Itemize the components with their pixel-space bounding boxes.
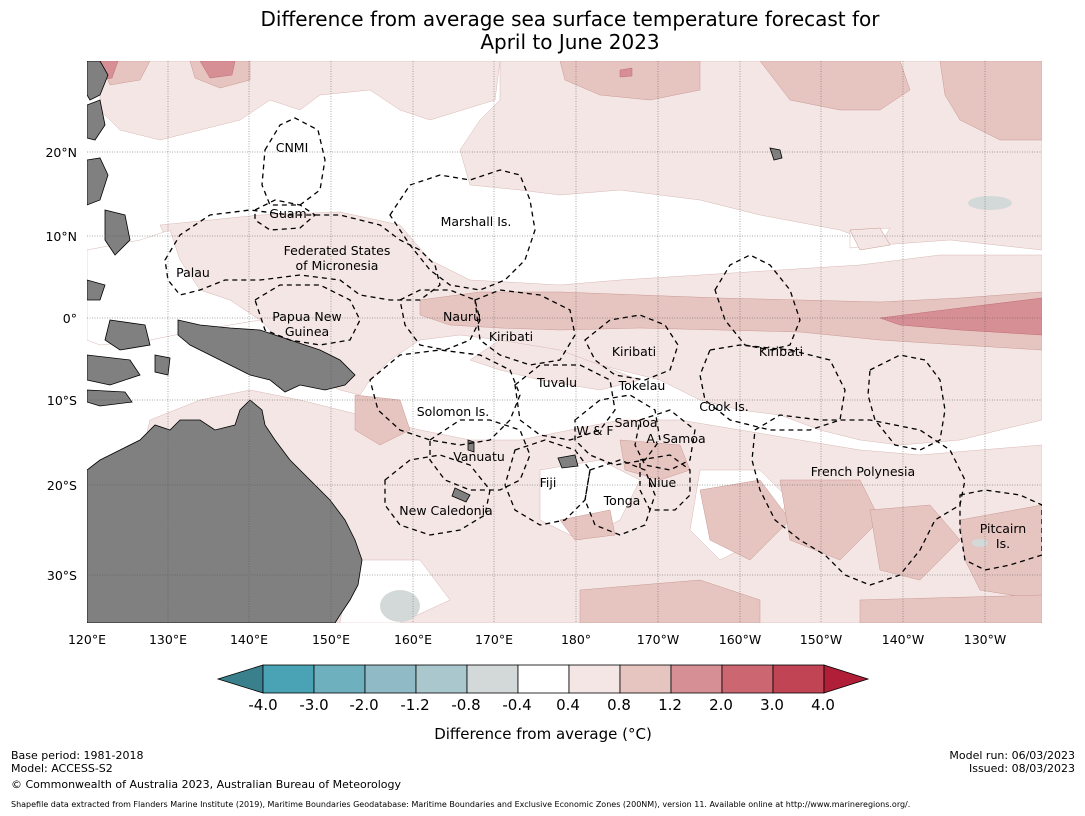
land-masses (87, 61, 783, 623)
lat-tick-label: 10°S (47, 393, 77, 408)
region-label: Niue (648, 475, 677, 490)
region-label: Papua New (272, 309, 341, 324)
footer-right: Model run: 06/03/2023 Issued: 08/03/2023 (949, 749, 1075, 775)
colorbar-cell (517, 664, 570, 694)
region-label: Vanuatu (453, 449, 505, 464)
anomaly-0.8-1.2 (99, 61, 1042, 623)
colorbar-extend-low (216, 664, 264, 694)
region-label: Solomon Is. (417, 404, 490, 419)
region-label: Kiribati (612, 344, 656, 359)
lat-tick-label: 10°N (45, 229, 77, 244)
lon-tick-label: 170°W (637, 632, 679, 647)
lat-tick-label: 30°S (47, 568, 77, 583)
region-label: Tonga (603, 493, 641, 508)
lat-axis-labels: 20°N 10°N 0° 10°S 20°S 30°S (45, 145, 77, 583)
colorbar-tick: -0.4 (502, 696, 531, 714)
colorbar-cell (670, 664, 723, 694)
colorbar-tick: 1.2 (658, 696, 682, 714)
lon-tick-label: 150°W (800, 632, 842, 647)
lon-tick-label: 130°E (149, 632, 187, 647)
base-period: Base period: 1981-2018 (11, 749, 144, 762)
lon-tick-label: 180° (561, 632, 591, 647)
issued-date: Issued: 08/03/2023 (968, 762, 1075, 775)
colorbar-cell (466, 664, 519, 694)
lon-tick-label: 160°W (719, 632, 761, 647)
region-label: Guam (269, 206, 306, 221)
map-plot-area: CNMI Guam Marshall Is. Federated States … (87, 61, 1042, 623)
colorbar-cell (415, 664, 468, 694)
lon-tick-label: 150°E (312, 632, 350, 647)
colorbar-cell (568, 664, 621, 694)
region-label: Federated States (284, 243, 391, 258)
region-label: Pitcairn (980, 521, 1026, 536)
footer-left: Base period: 1981-2018 Model: ACCESS-S2 … (11, 749, 401, 791)
colorbar: -4.0 -3.0 -2.0 -1.2 -0.8 -0.4 0.4 0.8 1.… (216, 664, 870, 743)
eez-boundaries (164, 117, 1042, 586)
region-label: Is. (996, 536, 1010, 551)
colorbar-cells (262, 664, 825, 694)
colorbar-tick: 0.8 (607, 696, 631, 714)
lat-tick-label: 0° (63, 311, 77, 326)
region-label: Samoa (614, 415, 657, 430)
region-label: Cook Is. (699, 399, 748, 414)
region-label: Palau (176, 265, 210, 280)
lat-tick-label: 20°N (45, 145, 77, 160)
colorbar-tick: 0.4 (556, 696, 580, 714)
colorbar-tick: -4.0 (248, 696, 277, 714)
colorbar-label: Difference from average (°C) (434, 725, 652, 743)
colorbar-tick: 3.0 (760, 696, 784, 714)
lon-tick-label: 140°E (230, 632, 268, 647)
model-name: Model: ACCESS-S2 (11, 762, 113, 775)
shapefile-credit: Shapefile data extracted from Flanders M… (11, 800, 911, 809)
colorbar-cell (313, 664, 366, 694)
region-label: W & F (576, 423, 613, 438)
colorbar-tick: -3.0 (299, 696, 328, 714)
lon-tick-label: 130°W (964, 632, 1006, 647)
region-label: New Caledonia (399, 503, 492, 518)
title-line-2: April to June 2023 (480, 30, 660, 54)
region-label: Tokelau (618, 378, 666, 393)
region-label: CNMI (276, 140, 309, 155)
lon-tick-label: 160°E (394, 632, 432, 647)
region-label: Guinea (285, 324, 329, 339)
region-label: Tuvalu (536, 375, 577, 390)
colorbar-tick: 4.0 (811, 696, 835, 714)
region-label: French Polynesia (811, 464, 915, 479)
colorbar-tick: 2.0 (709, 696, 733, 714)
region-label: Kiribati (759, 344, 803, 359)
lon-axis-labels: 120°E 130°E 140°E 150°E 160°E 170°E 180°… (68, 632, 1006, 647)
region-labels: CNMI Guam Marshall Is. Federated States … (176, 140, 1026, 551)
title-line-1: Difference from average sea surface temp… (260, 7, 880, 31)
colorbar-extend-high (823, 664, 870, 694)
colorbar-tick: -2.0 (349, 696, 378, 714)
map-title: Difference from average sea surface temp… (0, 8, 1085, 54)
colorbar-tick: -0.8 (451, 696, 480, 714)
region-label: Kiribati (489, 329, 533, 344)
colorbar-cell (619, 664, 672, 694)
lon-tick-label: 140°W (882, 632, 924, 647)
region-label: A. Samoa (646, 431, 705, 446)
lat-tick-label: 20°S (47, 478, 77, 493)
colorbar-tick-labels: -4.0 -3.0 -2.0 -1.2 -0.8 -0.4 0.4 0.8 1.… (248, 696, 835, 714)
region-label: Marshall Is. (441, 214, 512, 229)
colorbar-cell (364, 664, 417, 694)
region-label: Nauru (443, 309, 481, 324)
model-run: Model run: 06/03/2023 (949, 749, 1075, 762)
anomaly-1.2-2.0 (99, 61, 1042, 336)
colorbar-tick: -1.2 (400, 696, 429, 714)
region-label: Fiji (540, 475, 557, 490)
graticule (87, 61, 1042, 623)
colorbar-cell (262, 664, 315, 694)
lon-tick-label: 170°E (475, 632, 513, 647)
colorbar-cell (721, 664, 774, 694)
anomaly-neg-0.4 (380, 196, 1012, 622)
colorbar-cell (772, 664, 825, 694)
region-label: of Micronesia (296, 258, 379, 273)
copyright: © Commonwealth of Australia 2023, Austra… (11, 778, 401, 791)
lon-tick-label: 120°E (68, 632, 106, 647)
